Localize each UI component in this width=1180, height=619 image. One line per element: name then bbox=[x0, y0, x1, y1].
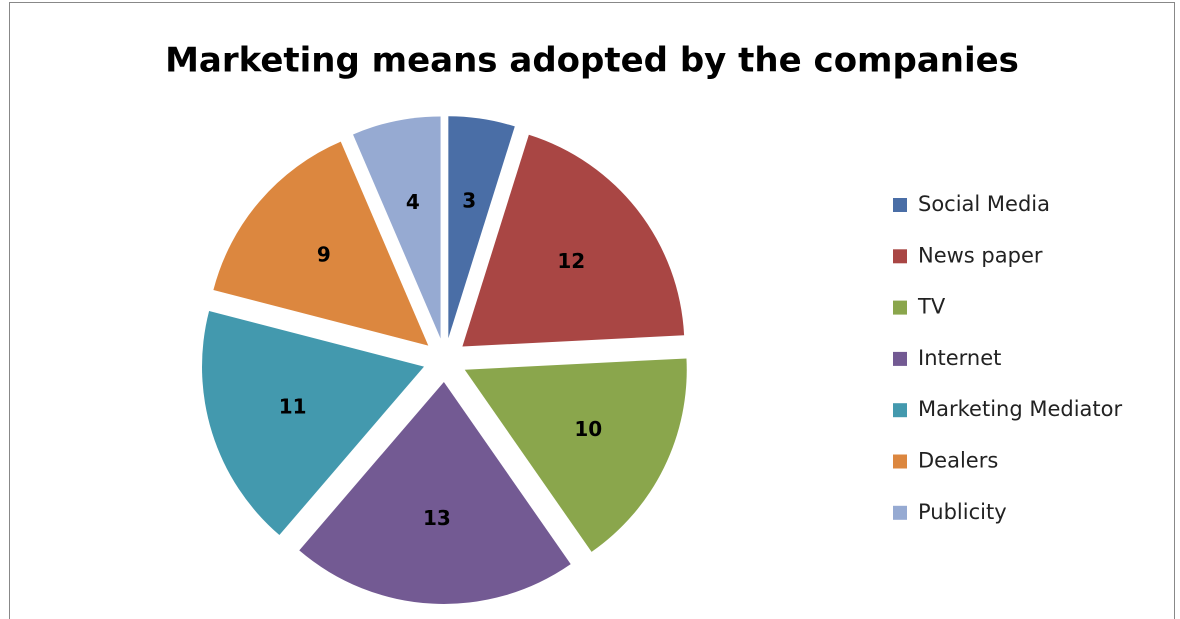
chart-title: Marketing means adopted by the companies bbox=[165, 41, 1019, 81]
pie-slice bbox=[202, 310, 425, 536]
legend-label: News paper bbox=[918, 243, 1043, 267]
legend-swatch bbox=[893, 300, 907, 315]
data-label: 10 bbox=[574, 417, 602, 441]
legend-swatch bbox=[893, 198, 907, 212]
data-label: 3 bbox=[462, 189, 476, 213]
legend-label: Dealers bbox=[918, 449, 998, 473]
data-label: 4 bbox=[406, 190, 420, 214]
legend-swatch bbox=[893, 454, 907, 469]
legend-swatch bbox=[893, 249, 907, 264]
data-label: 12 bbox=[557, 249, 585, 273]
data-label: 13 bbox=[423, 506, 451, 530]
legend-swatch bbox=[893, 403, 907, 418]
pie-slice bbox=[299, 381, 571, 604]
data-label: 9 bbox=[317, 243, 331, 267]
pie-slice bbox=[448, 116, 515, 339]
pie-slice bbox=[462, 134, 685, 347]
data-label: 11 bbox=[279, 394, 307, 418]
legend-label: Social Media bbox=[918, 192, 1050, 216]
legend-swatch bbox=[893, 505, 907, 520]
pie-slice bbox=[464, 358, 687, 552]
pie-slice bbox=[213, 141, 429, 346]
legend-label: Publicity bbox=[918, 500, 1007, 524]
legend-label: Marketing Mediator bbox=[918, 397, 1122, 421]
legend-label: Internet bbox=[918, 346, 1001, 370]
legend-swatch bbox=[893, 351, 907, 366]
pie-slice bbox=[353, 116, 441, 339]
legend-label: TV bbox=[917, 295, 946, 319]
